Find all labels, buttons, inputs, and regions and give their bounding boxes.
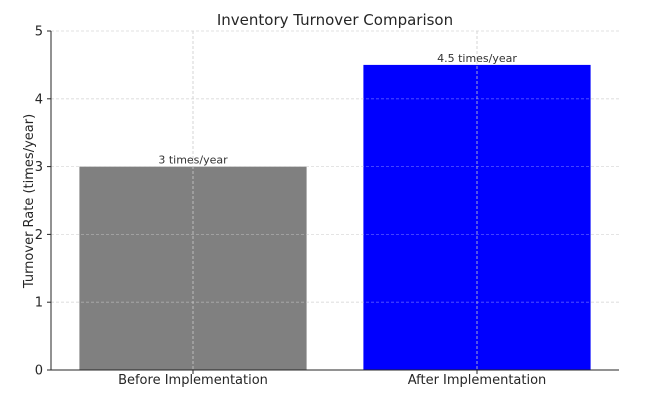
y-tick-label: 3	[35, 160, 43, 175]
y-tick-label: 0	[35, 364, 43, 379]
y-ticks: 0 1 2 3 4 5	[35, 25, 51, 379]
x-ticks: Before Implementation After Implementatio…	[118, 370, 546, 388]
x-tick-label: After Implementation	[408, 373, 547, 388]
axes	[50, 31, 619, 371]
data-labels: 3 times/year 4.5 times/year	[158, 52, 517, 167]
y-axis-label: Turnover Rate (times/year)	[22, 114, 37, 289]
data-label: 3 times/year	[158, 154, 228, 167]
data-label: 4.5 times/year	[437, 52, 517, 65]
y-tick-label: 2	[35, 228, 43, 243]
y-tick-label: 4	[35, 92, 43, 107]
gridlines-overlay	[51, 30, 619, 371]
chart-title: Inventory Turnover Comparison	[217, 11, 453, 29]
x-tick-label: Before Implementation	[118, 373, 268, 388]
y-tick-label: 5	[35, 25, 43, 40]
bars	[79, 64, 591, 371]
y-tick-label: 1	[35, 296, 43, 311]
